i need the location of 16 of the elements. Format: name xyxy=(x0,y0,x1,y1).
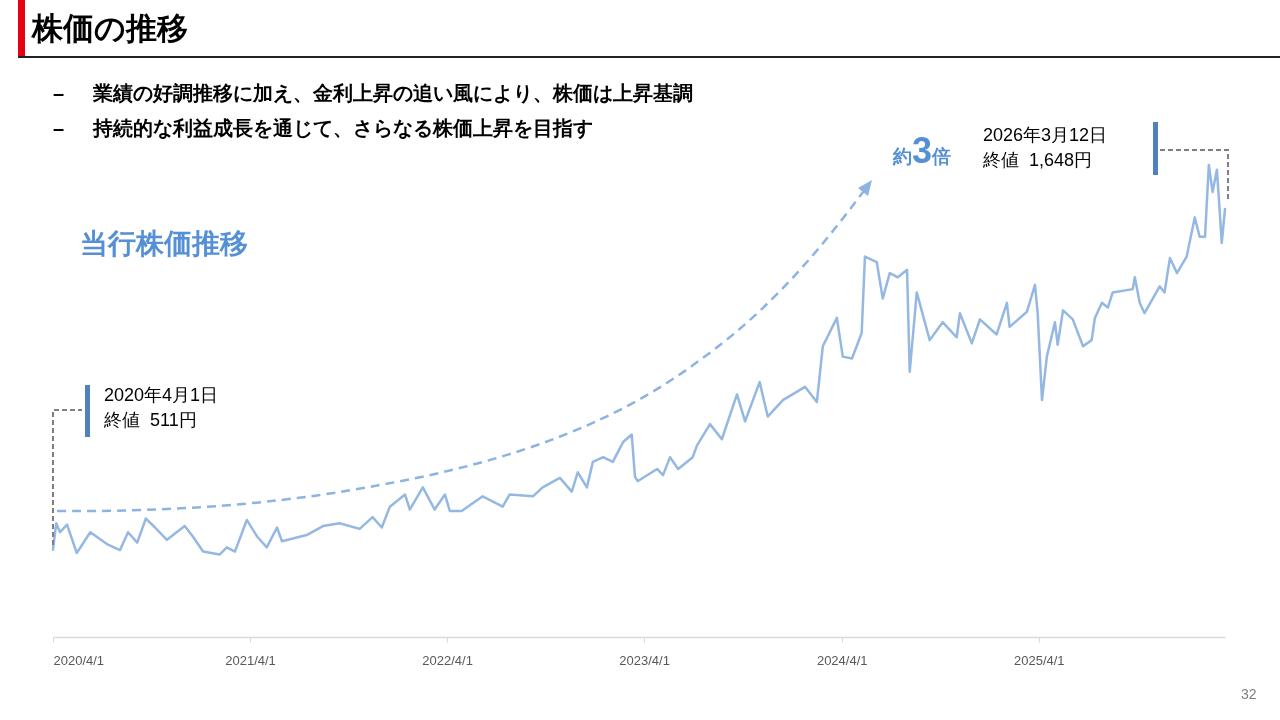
text: – 持続的な利益成長を通じて、さらなる株価上昇を目指す xyxy=(53,117,593,139)
annotation: 約3倍 xyxy=(893,130,952,171)
x-tick-label: 2020/4/1 xyxy=(53,652,105,668)
chart-title: 株価の推移 xyxy=(32,10,188,48)
x-tick-label: 2022/4/1 xyxy=(422,652,473,668)
x-tick-label: 2025/4/1 xyxy=(1013,652,1065,668)
x-tick-label: 2023/4/1 xyxy=(619,652,670,668)
x-tick-label: 2024/4/1 xyxy=(816,652,868,668)
annotation: 当行株価推移 xyxy=(80,227,248,261)
text: 2026年3月12日 xyxy=(983,124,1108,146)
annotation: 終値 511円 xyxy=(104,409,197,431)
text: – 業績の好調推移に加え、金利上昇の追い風により、株価は上昇基調 xyxy=(53,82,693,104)
text: 32 xyxy=(1241,686,1257,702)
annotation: 2020年4月1日 xyxy=(104,384,219,406)
x-tick-label: 2021/4/1 xyxy=(225,652,276,668)
annotation: 終値 1,648円 xyxy=(983,149,1093,171)
